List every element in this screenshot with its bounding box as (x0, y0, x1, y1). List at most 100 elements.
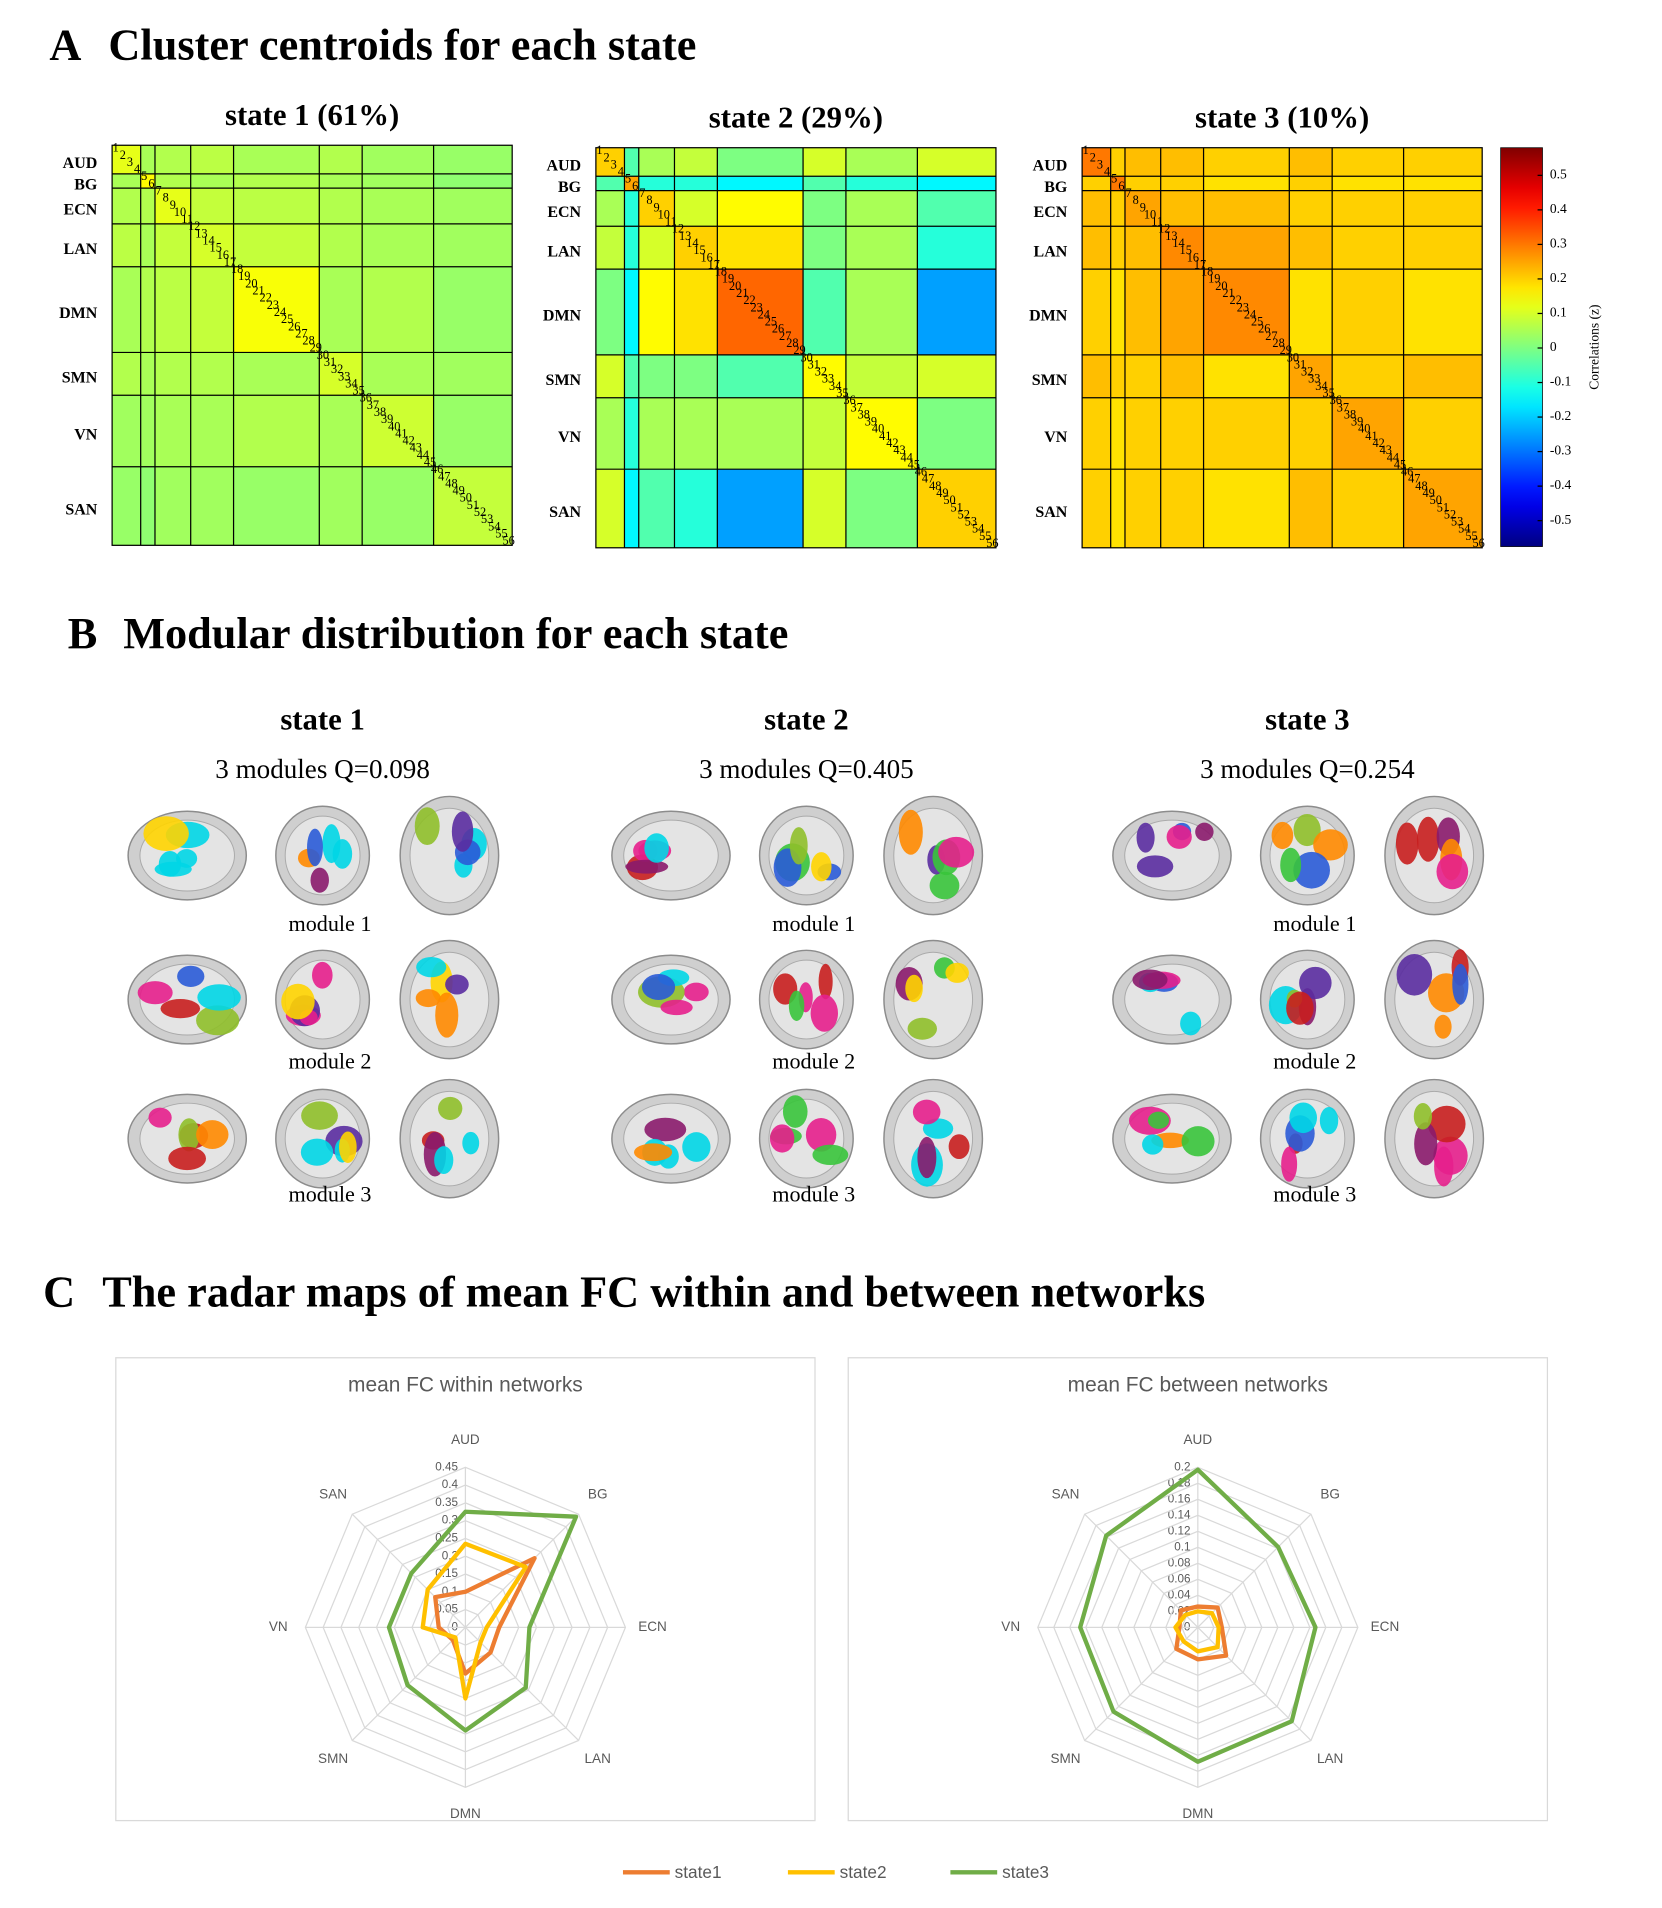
heatmap-cell (624, 269, 640, 356)
panel-title: Cluster centroids for each state (108, 20, 696, 69)
module-label: module 3 (1273, 1182, 1356, 1207)
node-label: 18 (231, 262, 243, 276)
heatmap-cell (233, 145, 320, 175)
r-tick-label: 0.04 (1168, 1588, 1191, 1601)
heatmap-cell (112, 352, 142, 396)
module-label: module 3 (288, 1182, 371, 1207)
brain-region (1319, 1106, 1339, 1135)
heatmap-cell (233, 466, 320, 546)
axis-label: VN (269, 1619, 288, 1634)
heatmap-cell (140, 173, 156, 189)
heatmap-cell (845, 226, 918, 270)
brain-region (789, 827, 808, 865)
node-label: 23 (1237, 300, 1249, 314)
heatmap-cell (1160, 269, 1204, 356)
network-label: VN (1044, 429, 1068, 446)
heatmap-cell (1289, 469, 1333, 549)
heatmap-cell (154, 466, 192, 546)
heatmap-cell (362, 466, 434, 546)
heatmap-cell (1403, 354, 1483, 399)
node-label: 28 (1272, 336, 1284, 350)
brain-region (812, 1144, 849, 1166)
brain-region (438, 1096, 463, 1121)
state-subtitle: 3 modules Q=0.405 (699, 754, 914, 784)
heatmap-cell (1289, 176, 1333, 191)
heatmap-cell (803, 176, 847, 191)
brain-region (160, 999, 201, 1019)
node-label: 15 (210, 241, 222, 255)
brain-region (148, 1107, 172, 1128)
heatmap-cell (1160, 190, 1204, 227)
brain-region (177, 965, 205, 987)
network-label: VN (74, 427, 98, 444)
node-label: 33 (338, 369, 350, 383)
heatmap-cell (319, 466, 363, 546)
node-label: 44 (417, 448, 429, 462)
network-label: AUD (546, 158, 581, 175)
radar-line (433, 1556, 537, 1676)
node-label: 50 (943, 493, 955, 507)
heatmap-cell (1160, 226, 1204, 270)
heatmap-cell (674, 269, 718, 356)
heatmap-cell (112, 266, 142, 353)
heatmap-cell (190, 173, 234, 189)
heatmap-cell (319, 223, 363, 268)
r-tick-label: 0.08 (1168, 1556, 1191, 1569)
brain-region (137, 981, 173, 1005)
r-tick-label: 0.1 (1174, 1540, 1190, 1553)
heatmap-cell (674, 176, 718, 191)
heatmap-cell (1124, 226, 1162, 270)
heatmap-cell (319, 145, 363, 175)
heatmap-cell (1332, 176, 1404, 191)
heatmap-cell (1289, 269, 1333, 356)
brain-region (196, 1120, 229, 1149)
heatmap-cell (362, 188, 434, 225)
heatmap-cell (917, 354, 997, 399)
heatmap-cell (433, 352, 513, 396)
heatmap-cell (917, 176, 997, 191)
node-label: 48 (929, 479, 941, 493)
node-label: 33 (822, 372, 834, 386)
heatmap-cell (1332, 190, 1404, 227)
node-label: 40 (872, 422, 884, 436)
brain-region (1136, 855, 1174, 878)
node-label: 42 (1372, 436, 1384, 450)
network-label: BG (558, 179, 582, 196)
heatmap-cell (1203, 354, 1290, 399)
heatmap-cell (140, 223, 156, 268)
node-label: 15 (1180, 243, 1192, 257)
heatmap-cell (1289, 354, 1333, 399)
brain-region (1452, 963, 1469, 1005)
node-label: 11 (181, 212, 193, 226)
node-label: 49 (1422, 486, 1434, 500)
node-label: 46 (431, 462, 443, 476)
network-label: DMN (59, 305, 98, 322)
heatmap-cell (233, 173, 320, 189)
node-label: 32 (815, 365, 827, 379)
node-label: 27 (1265, 329, 1277, 343)
brain-region (948, 1134, 970, 1160)
network-label: ECN (64, 202, 98, 219)
heatmap-cell (1160, 176, 1204, 191)
network-label: LAN (64, 241, 98, 258)
node-label: 39 (865, 415, 877, 429)
node-label: 21 (736, 286, 748, 300)
node-label: 15 (693, 243, 705, 257)
module-label: module 1 (288, 911, 371, 936)
heatmap-cell (717, 226, 804, 270)
brain-region (625, 859, 669, 874)
heatmap-cell (1082, 269, 1112, 356)
brain-region (1271, 821, 1294, 850)
heatmap-cell (917, 397, 997, 470)
axis-label: DMN (450, 1806, 481, 1821)
colorbar-tick-label: -0.5 (1550, 512, 1572, 527)
node-label: 47 (438, 469, 450, 483)
brain-region (1313, 829, 1348, 861)
node-label: 34 (1315, 379, 1327, 393)
node-label: 27 (779, 329, 791, 343)
brain-region (811, 852, 832, 882)
heatmap-frame (1081, 147, 1483, 549)
brain-region (339, 1131, 357, 1163)
heatmap-cell (917, 190, 997, 227)
axis-label: BG (1320, 1487, 1340, 1502)
